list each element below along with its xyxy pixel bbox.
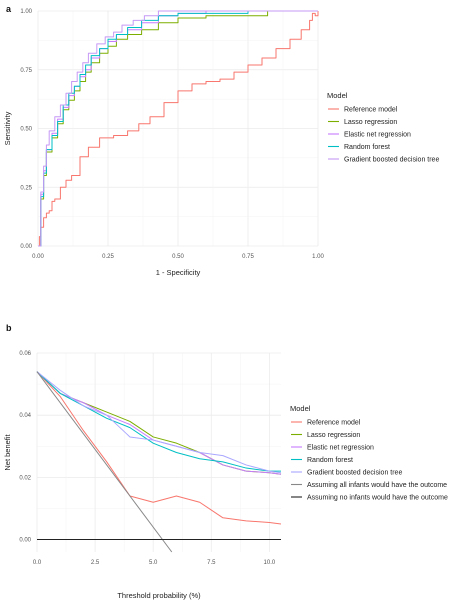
legend-label: Elastic net regression (344, 132, 411, 139)
y-tick-label: 0.04 (19, 413, 31, 419)
series-line (38, 11, 319, 247)
legend: Model Reference model Lasso regression Elas… (327, 91, 439, 164)
series-line (38, 10, 318, 247)
series-line (36, 371, 282, 475)
panel-tag: a (6, 4, 12, 14)
legend-label: Gradient boosted decision tree (307, 470, 402, 477)
x-axis-label: Threshold probability (%) (117, 591, 201, 600)
x-tick-label: 1.00 (312, 254, 324, 260)
legend-label: Gradient boosted decision tree (344, 157, 439, 164)
legend-label: Assuming all infants would have the outc… (307, 482, 447, 489)
legend-title: Model (290, 404, 311, 413)
series-line (36, 371, 173, 553)
panel-tag: b (6, 323, 12, 333)
series-lines (38, 10, 319, 247)
x-tick-label: 10.0 (264, 560, 276, 566)
legend-title: Model (327, 91, 348, 100)
legend: Model Reference model Lasso regression Elas… (290, 404, 448, 502)
y-tick-label: 0.25 (20, 185, 32, 191)
legend-label: Random forest (307, 457, 353, 464)
gridlines (37, 10, 319, 247)
gridlines (36, 352, 281, 552)
series-line (38, 10, 318, 247)
x-tick-label: 7.5 (207, 560, 216, 566)
y-tick-label: 0.00 (20, 244, 32, 250)
legend-label: Assuming no infants would have the outco… (307, 495, 448, 502)
legend-label: Lasso regression (307, 432, 360, 439)
legend-label: Reference model (344, 107, 398, 114)
y-tick-label: 0.00 (19, 538, 31, 544)
legend-label: Random forest (344, 144, 390, 151)
x-tick-label: 0.0 (33, 560, 42, 566)
legend-label: Lasso regression (344, 119, 397, 126)
series-line (36, 371, 282, 474)
y-tick-label: 0.06 (19, 351, 31, 357)
y-tick-label: 1.00 (20, 9, 32, 15)
y-tick-label: 0.50 (20, 127, 32, 133)
series-line (38, 10, 318, 247)
legend-label: Elastic net regression (307, 445, 374, 452)
chart-panel-b: 0.0 2.5 5.0 7.5 10.0 0.00 0.02 0.04 0.06 Threshol… (3, 323, 448, 600)
y-axis-label: Sensitivity (3, 111, 12, 145)
y-axis-label: Net benefit (3, 433, 12, 470)
series-line (36, 371, 282, 525)
series-line (36, 371, 282, 475)
x-tick-label: 0.50 (172, 254, 184, 260)
y-tick-label: 0.75 (20, 68, 32, 74)
x-tick-label: 2.5 (91, 560, 100, 566)
x-tick-label: 0.25 (102, 254, 114, 260)
x-tick-label: 0.75 (242, 254, 254, 260)
chart-panel-a: 0.00 0.25 0.50 0.75 1.00 0.00 0.25 0.50 0.75 1.00… (3, 4, 439, 277)
x-tick-label: 5.0 (149, 560, 158, 566)
legend-label: Reference model (307, 420, 361, 427)
series-lines (36, 371, 282, 553)
x-axis-label: 1 - Specificity (156, 268, 201, 277)
y-tick-label: 0.02 (19, 475, 31, 481)
x-tick-label: 0.00 (32, 254, 44, 260)
